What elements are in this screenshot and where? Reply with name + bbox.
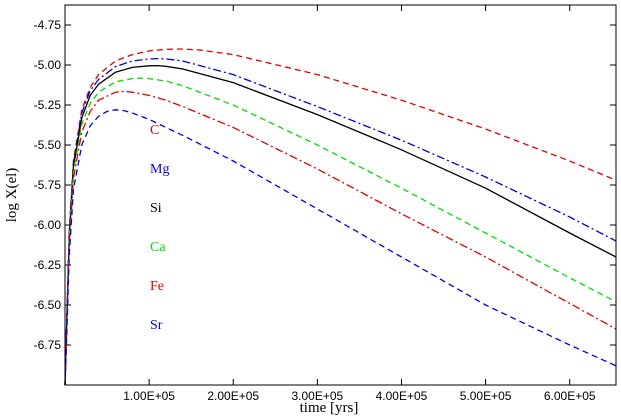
legend-entry-fe: Fe	[150, 279, 164, 294]
y-tick-label: -5.50	[34, 138, 62, 152]
x-tick-label: 2.00E+05	[207, 389, 259, 403]
legend-entry-mg: Mg	[150, 162, 169, 177]
y-tick-label: -5.25	[34, 98, 62, 112]
series-line-ca	[64, 77, 617, 386]
plot-frame	[64, 4, 617, 386]
y-tick-label: -4.75	[34, 18, 62, 32]
legend-entry-c: C	[150, 123, 159, 138]
series-line-fe	[64, 90, 617, 386]
x-tick-label: 1.00E+05	[123, 389, 175, 403]
series-line-sr	[64, 109, 617, 386]
x-tick-label: 5.00E+05	[460, 389, 512, 403]
y-tick-label: -6.50	[34, 298, 62, 312]
y-tick-label: -6.00	[34, 218, 62, 232]
series-line-c	[64, 48, 617, 386]
x-tick-label: 4.00E+05	[376, 389, 428, 403]
legend-entry-si: Si	[150, 201, 162, 216]
x-axis-label: time [yrs]	[300, 400, 359, 416]
series-line-si	[64, 64, 617, 386]
legend: C Mg Si Ca Fe Sr	[150, 123, 169, 333]
x-tick-label: 6.00E+05	[544, 389, 596, 403]
legend-entry-ca: Ca	[150, 240, 166, 255]
y-axis-ticks: -4.75 -5.00 -5.25 -5.50 -5.75 -6.00 -6.25 -6.50…	[34, 18, 616, 352]
x-tick-label: 3.00E+05	[292, 389, 344, 403]
y-axis-label: log X(el)	[4, 168, 20, 223]
y-tick-label: -6.75	[34, 338, 62, 352]
x-axis-ticks: 1.00E+05 2.00E+05 3.00E+05 4.00E+05 5.00E+05…	[123, 5, 596, 403]
legend-entry-sr: Sr	[150, 318, 163, 333]
y-tick-label: -5.00	[34, 58, 62, 72]
y-tick-label: -6.25	[34, 258, 62, 272]
y-tick-label: -5.75	[34, 178, 62, 192]
series-layer	[64, 48, 617, 386]
